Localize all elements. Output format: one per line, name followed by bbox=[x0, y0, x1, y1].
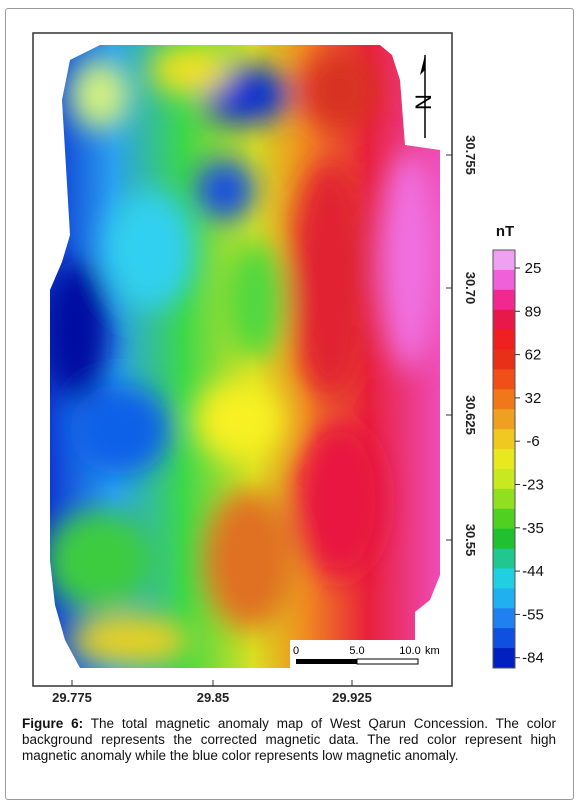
colorbar-swatch bbox=[493, 389, 515, 410]
colorbar-swatch bbox=[493, 648, 515, 669]
colorbar-swatch bbox=[493, 250, 515, 271]
y-tick-label: 30.55 bbox=[463, 524, 478, 557]
colorbar-swatch bbox=[493, 568, 515, 589]
caption-text: The total magnetic anomaly map of West Q… bbox=[22, 716, 557, 763]
colorbar-swatch bbox=[493, 429, 515, 450]
caption-label: Figure 6: bbox=[22, 716, 84, 731]
y-tick-label: 30.755 bbox=[463, 135, 478, 175]
caption: Figure 6: The total magnetic anomaly map… bbox=[22, 716, 556, 764]
colorbar-label: -23 bbox=[522, 477, 544, 494]
colorbar-swatch bbox=[493, 349, 515, 370]
x-tick-label: 29.85 bbox=[197, 690, 230, 705]
colorbar-swatch bbox=[493, 369, 515, 390]
colorbar-swatch bbox=[493, 528, 515, 550]
colorbar-swatch bbox=[493, 269, 515, 291]
scale-unit: km bbox=[425, 645, 440, 657]
colorbar-label: 32 bbox=[525, 390, 542, 407]
x-tick-label: 29.925 bbox=[332, 690, 372, 705]
colorbar-swatch bbox=[493, 309, 515, 331]
colorbar-swatch bbox=[493, 289, 515, 311]
colorbar-border bbox=[492, 249, 516, 669]
colorbar-label: -6 bbox=[526, 433, 539, 450]
north-label: N bbox=[411, 94, 436, 110]
colorbar-swatch bbox=[493, 409, 515, 430]
scale-label: 0 bbox=[293, 645, 299, 657]
x-tick-label: 29.775 bbox=[52, 690, 92, 705]
colorbar-swatch bbox=[493, 329, 515, 351]
colorbar-unit: nT bbox=[496, 223, 514, 240]
colorbar-label: -84 bbox=[522, 650, 544, 667]
figure-frame bbox=[5, 8, 574, 800]
colorbar-swatch bbox=[493, 588, 515, 609]
north-arrow: N bbox=[408, 45, 442, 145]
colorbar-label: 25 bbox=[525, 260, 542, 277]
colorbar-swatch bbox=[493, 449, 515, 470]
colorbar-label: 62 bbox=[525, 347, 542, 364]
colorbar-swatch bbox=[493, 548, 515, 569]
colorbar-swatch bbox=[493, 608, 515, 629]
colorbar-label: 89 bbox=[525, 303, 542, 320]
y-tick-label: 30.625 bbox=[463, 395, 478, 435]
colorbar-swatch bbox=[493, 488, 515, 510]
colorbar-swatch bbox=[493, 508, 515, 530]
scale-label: 10.0 bbox=[399, 645, 420, 657]
scale-label: 5.0 bbox=[349, 645, 364, 657]
colorbar-label: -55 bbox=[522, 606, 544, 623]
scale-bar: 0 5.0 10.0 km bbox=[290, 640, 440, 668]
colorbar-label: -35 bbox=[522, 520, 544, 537]
y-tick-label: 30.70 bbox=[463, 272, 478, 305]
colorbar-swatch bbox=[493, 468, 515, 490]
figure: 0 5.0 10.0 km N 29.775 29.85 29.925 30.755 3… bbox=[32, 32, 544, 705]
colorbar-label: -44 bbox=[522, 563, 544, 580]
magnetic-map bbox=[50, 45, 440, 668]
colorbar-swatch bbox=[493, 628, 515, 649]
